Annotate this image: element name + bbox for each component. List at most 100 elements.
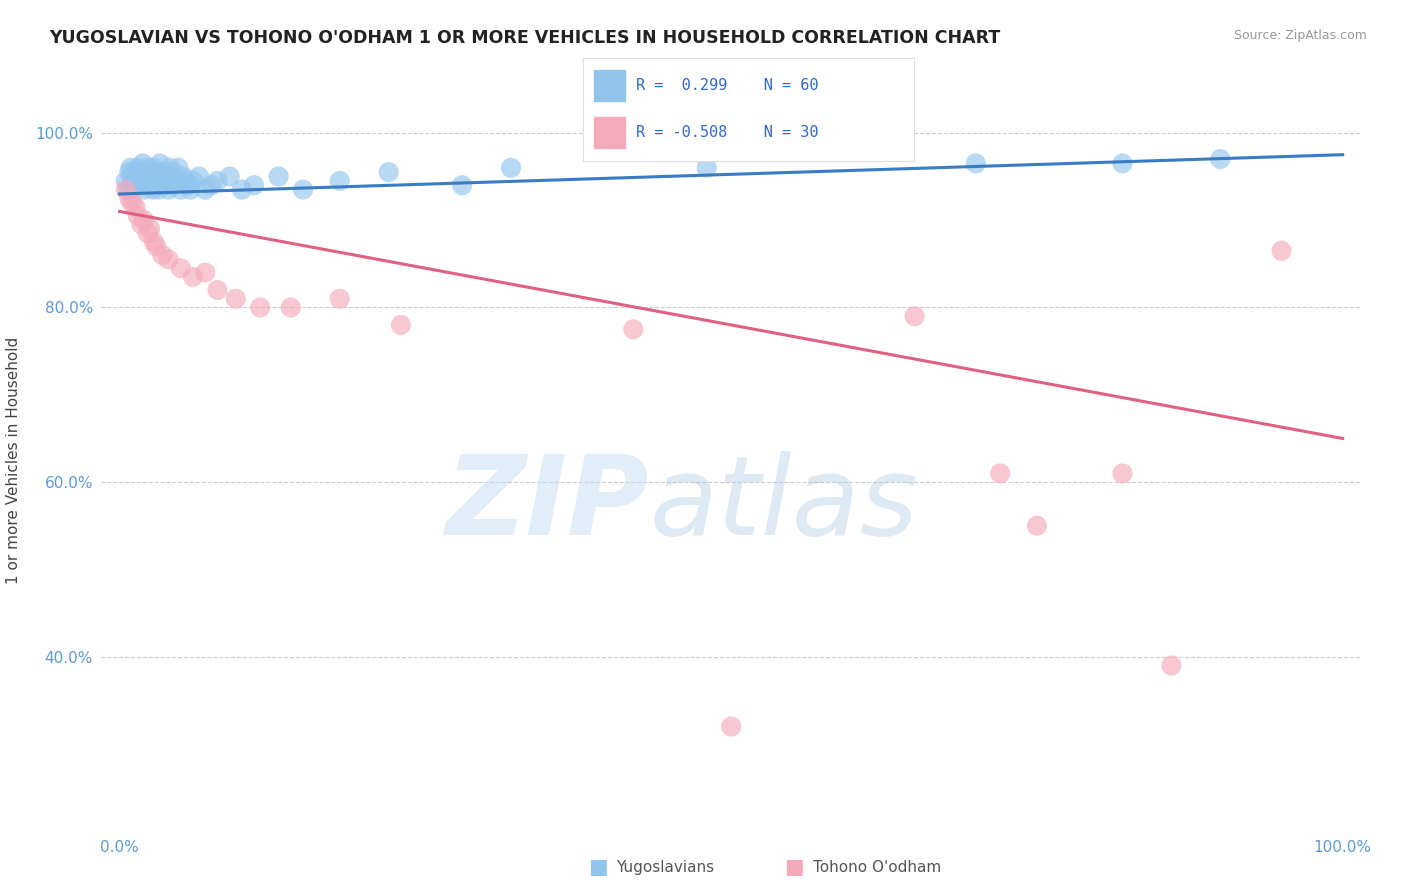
Point — [157, 252, 180, 267]
Point — [1160, 658, 1182, 673]
Point — [267, 169, 290, 184]
Point — [155, 165, 177, 179]
Point — [1025, 518, 1047, 533]
Point — [138, 169, 160, 184]
Point — [124, 200, 146, 214]
Point — [114, 174, 136, 188]
Point — [231, 183, 253, 197]
Point — [200, 178, 222, 193]
Point — [720, 720, 742, 734]
Point — [696, 161, 718, 175]
Point — [903, 309, 925, 323]
Point — [965, 156, 987, 170]
Text: R =  0.299    N = 60: R = 0.299 N = 60 — [637, 78, 818, 93]
Point — [118, 191, 141, 205]
Text: Source: ZipAtlas.com: Source: ZipAtlas.com — [1233, 29, 1367, 42]
Point — [120, 161, 142, 175]
Point — [127, 209, 149, 223]
Text: R = -0.508    N = 30: R = -0.508 N = 30 — [637, 126, 818, 140]
Point — [207, 174, 229, 188]
Point — [149, 156, 172, 170]
Point — [377, 165, 399, 179]
Point — [117, 183, 139, 197]
Text: Tohono O'odham: Tohono O'odham — [813, 860, 941, 874]
Point — [122, 165, 145, 179]
Point — [177, 178, 200, 193]
Point — [132, 183, 155, 197]
Point — [121, 169, 143, 184]
Point — [139, 222, 162, 236]
Point — [153, 174, 176, 188]
Point — [131, 218, 153, 232]
Point — [280, 301, 302, 315]
Point — [157, 183, 180, 197]
Point — [162, 165, 184, 179]
Point — [122, 178, 145, 193]
Point — [141, 165, 163, 179]
Point — [148, 183, 170, 197]
Point — [170, 261, 193, 276]
Point — [988, 467, 1011, 481]
Text: atlas: atlas — [650, 451, 918, 558]
Point — [128, 169, 150, 184]
Bar — [593, 70, 627, 102]
Point — [329, 174, 352, 188]
Text: YUGOSLAVIAN VS TOHONO O'ODHAM 1 OR MORE VEHICLES IN HOUSEHOLD CORRELATION CHART: YUGOSLAVIAN VS TOHONO O'ODHAM 1 OR MORE … — [49, 29, 1001, 46]
Point — [292, 183, 315, 197]
Point — [136, 227, 159, 241]
Point — [389, 318, 412, 332]
Point — [181, 174, 204, 188]
Point — [225, 292, 247, 306]
Point — [139, 178, 162, 193]
Point — [127, 161, 149, 175]
Point — [118, 165, 141, 179]
Point — [329, 292, 352, 306]
Point — [1209, 152, 1232, 166]
Point — [121, 195, 143, 210]
Point — [135, 165, 157, 179]
Point — [621, 322, 644, 336]
Point — [167, 161, 190, 175]
Text: Yugoslavians: Yugoslavians — [616, 860, 714, 874]
Point — [188, 169, 211, 184]
Point — [152, 169, 174, 184]
Point — [159, 161, 181, 175]
Y-axis label: 1 or more Vehicles in Household: 1 or more Vehicles in Household — [6, 336, 21, 584]
Point — [180, 183, 202, 197]
Point — [1270, 244, 1292, 258]
Point — [132, 213, 155, 227]
Bar — [593, 117, 627, 149]
Point — [160, 178, 183, 193]
Text: ■: ■ — [588, 857, 607, 877]
Point — [142, 161, 165, 175]
Point — [142, 235, 165, 249]
Point — [132, 156, 155, 170]
Point — [114, 183, 136, 197]
Point — [150, 248, 173, 262]
Point — [146, 165, 169, 179]
Point — [499, 161, 522, 175]
Point — [145, 239, 167, 253]
Point — [124, 174, 146, 188]
Point — [249, 301, 271, 315]
Text: ZIP: ZIP — [446, 451, 650, 558]
Point — [174, 174, 197, 188]
Text: ■: ■ — [785, 857, 804, 877]
Point — [160, 169, 183, 184]
Point — [207, 283, 229, 297]
Point — [150, 178, 173, 193]
Point — [129, 178, 152, 193]
Point — [218, 169, 240, 184]
Point — [145, 174, 167, 188]
Point — [142, 183, 165, 197]
Point — [194, 183, 217, 197]
Point — [136, 161, 159, 175]
Point — [131, 165, 153, 179]
Point — [451, 178, 474, 193]
Point — [165, 174, 187, 188]
Point — [181, 269, 204, 284]
Point — [243, 178, 266, 193]
Point — [134, 174, 156, 188]
Point — [170, 183, 193, 197]
Point — [1111, 156, 1133, 170]
